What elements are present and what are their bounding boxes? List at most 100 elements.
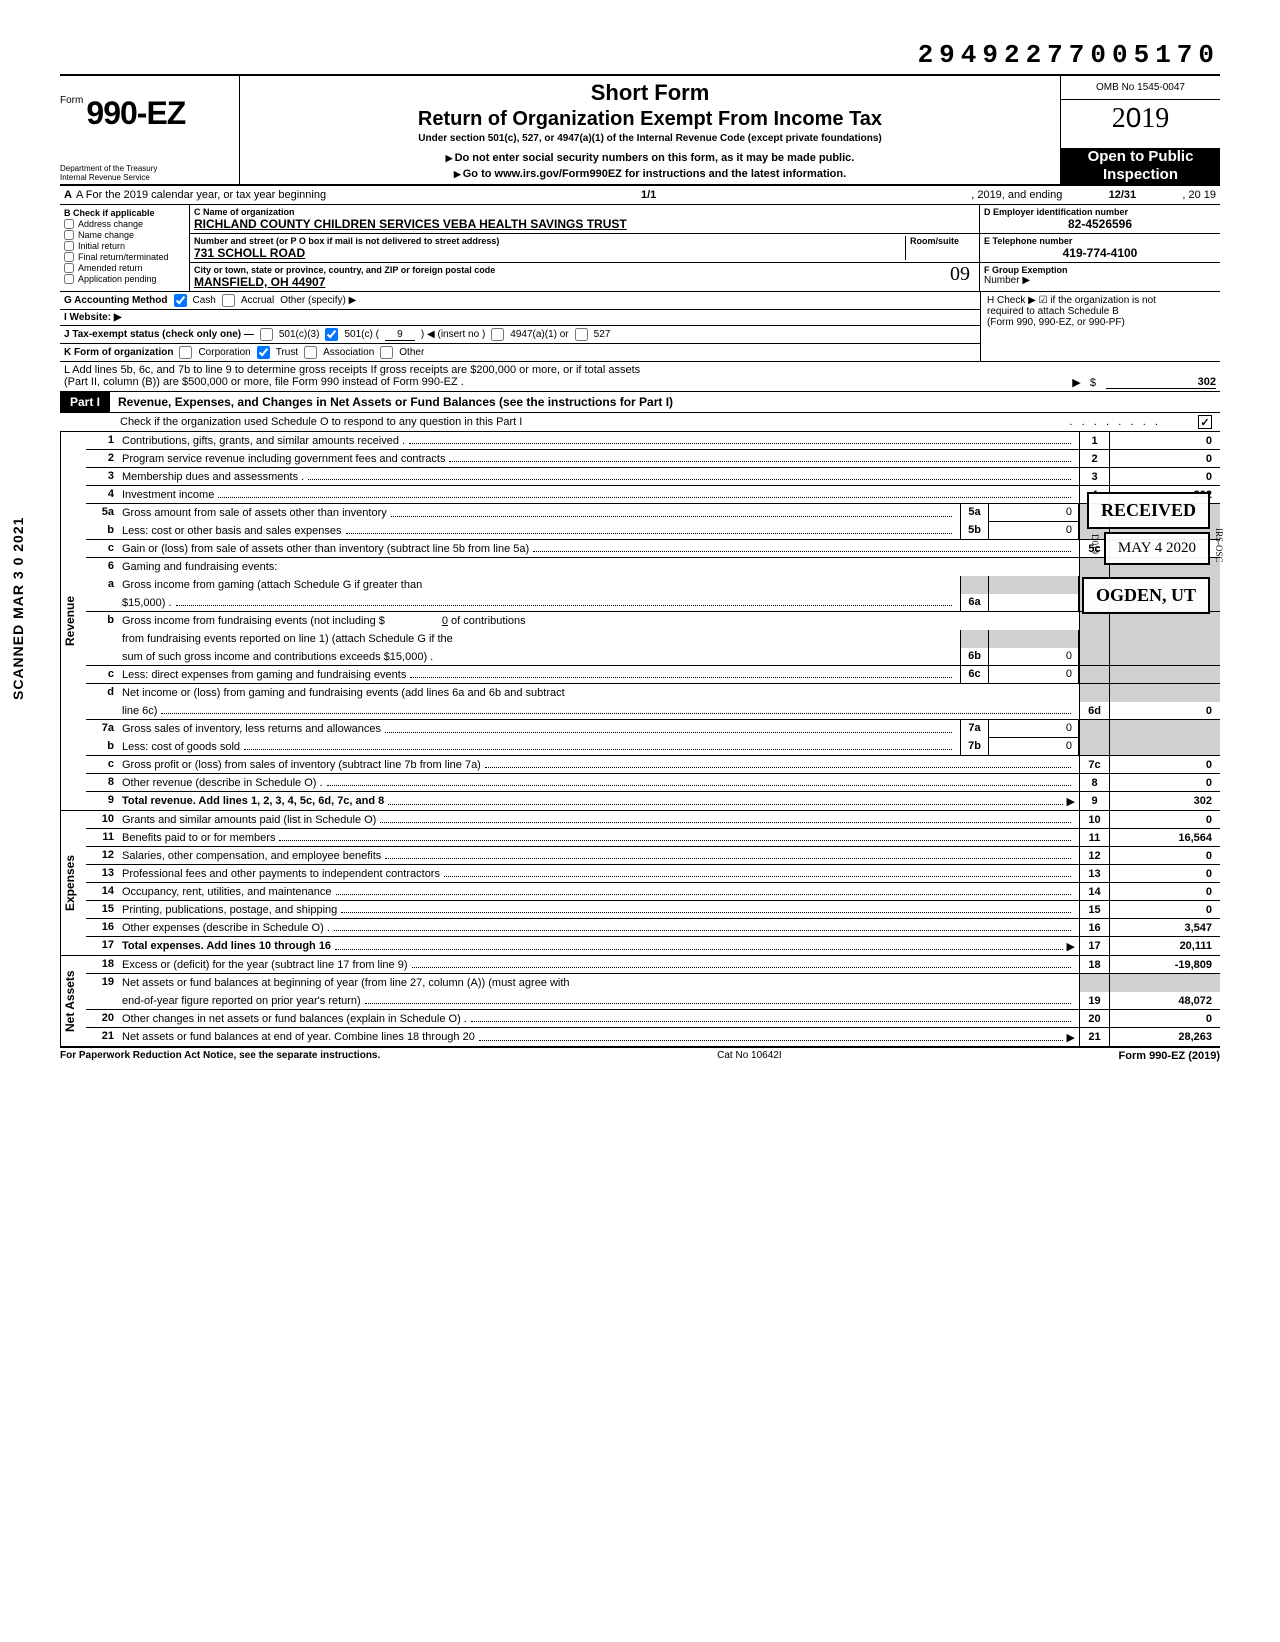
line-1: 1Contributions, gifts, grants, and simil…	[86, 432, 1220, 450]
line-21: 21Net assets or fund balances at end of …	[86, 1028, 1220, 1046]
revenue-section: Revenue 1Contributions, gifts, grants, a…	[60, 432, 1220, 811]
received-stamp: RECEIVED	[1087, 492, 1210, 529]
c-addr-cell: Number and street (or P O box if mail is…	[190, 234, 980, 262]
line-10: 10Grants and similar amounts paid (list …	[86, 811, 1220, 829]
expenses-label: Expenses	[60, 811, 86, 955]
j-insert-no: 9	[385, 329, 415, 341]
stamp-code1: D019	[1090, 534, 1100, 554]
line-2: 2Program service revenue including gover…	[86, 450, 1220, 468]
omb-cell: OMB No 1545-0047 20201919	[1060, 76, 1220, 148]
f-group-cell: F Group Exemption Number ▶	[980, 263, 1220, 291]
e-phone-cell: E Telephone number 419-774-4100	[980, 234, 1220, 262]
dept-cell: Department of the Treasury Internal Reve…	[60, 148, 240, 184]
title-sub: Under section 501(c), 527, or 4947(a)(1)…	[248, 133, 1052, 144]
line-6b-3: sum of such gross income and contributio…	[86, 648, 1220, 666]
d-ein-label: D Employer identification number	[984, 207, 1216, 217]
part1-header: Part I Revenue, Expenses, and Changes in…	[60, 391, 1220, 413]
dept-line1: Department of the Treasury	[60, 164, 235, 173]
line-12: 12Salaries, other compensation, and empl…	[86, 847, 1220, 865]
g-other: Other (specify) ▶	[280, 295, 356, 306]
f-number-label: Number ▶	[984, 275, 1216, 286]
line-a-mid: , 2019, and ending	[971, 189, 1062, 201]
line-i: I Website: ▶	[60, 310, 980, 326]
line-5b: bLess: cost or other basis and sales exp…	[86, 522, 1220, 540]
form-prefix: Form	[60, 95, 83, 106]
h-box: H Check ▶ ☑ if the organization is not r…	[980, 292, 1220, 361]
chk-cash[interactable]	[174, 294, 187, 307]
header-instructions: Do not enter social security numbers on …	[240, 148, 1060, 184]
chk-other-org[interactable]	[380, 346, 393, 359]
chk-corp[interactable]	[179, 346, 192, 359]
b-label: B Check if applicable	[64, 208, 185, 218]
org-address: 731 SCHOLL ROAD	[194, 246, 905, 260]
schedule-o-text: Check if the organization used Schedule …	[120, 416, 1065, 428]
omb-number: OMB No 1545-0047	[1061, 76, 1220, 100]
line-a: A A For the 2019 calendar year, or tax y…	[60, 186, 1220, 205]
line-6: 6Gaming and fundraising events:	[86, 558, 1220, 576]
line-16: 16Other expenses (describe in Schedule O…	[86, 919, 1220, 937]
line-6b-2: from fundraising events reported on line…	[86, 630, 1220, 648]
chk-final-return[interactable]: Final return/terminated	[64, 252, 185, 262]
title-cell: Short Form Return of Organization Exempt…	[240, 76, 1060, 148]
chk-assoc[interactable]	[304, 346, 317, 359]
form-number: 990-EZ	[86, 95, 185, 131]
chk-name-change[interactable]: Name change	[64, 230, 185, 240]
chk-4947[interactable]	[491, 328, 504, 341]
part1-tag: Part I	[60, 392, 110, 412]
stamp-code2: IRS-OSC	[1214, 528, 1224, 563]
goto-url: Go to www.irs.gov/Form990EZ for instruct…	[463, 168, 846, 180]
row-gh: G Accounting Method Cash Accrual Other (…	[60, 292, 1220, 362]
chk-pending[interactable]: Application pending	[64, 274, 185, 284]
line-6d-1: dNet income or (loss) from gaming and fu…	[86, 684, 1220, 702]
chk-accrual[interactable]	[222, 294, 235, 307]
line-13: 13Professional fees and other payments t…	[86, 865, 1220, 883]
line-15: 15Printing, publications, postage, and s…	[86, 901, 1220, 919]
line-6c: cLess: direct expenses from gaming and f…	[86, 666, 1220, 684]
open-line1: Open to Public	[1061, 148, 1220, 166]
line-l: L Add lines 5b, 6c, and 7b to line 9 to …	[60, 362, 1220, 391]
chk-527[interactable]	[575, 328, 588, 341]
chk-amended[interactable]: Amended return	[64, 263, 185, 273]
line-a-begin: 1/1	[326, 189, 971, 201]
line-k: K Form of organization Corporation Trust…	[60, 344, 980, 361]
c-city-cell: City or town, state or province, country…	[190, 263, 980, 291]
chk-501c3[interactable]	[260, 328, 273, 341]
c-addr-label: Number and street (or P O box if mail is…	[194, 236, 905, 246]
chk-501c[interactable]	[325, 328, 338, 341]
footer-right: Form 990-EZ (2019)	[1119, 1050, 1220, 1062]
form-header-2: Department of the Treasury Internal Reve…	[60, 148, 1220, 186]
ogden-stamp: OGDEN, UT	[1082, 577, 1210, 614]
line-6d-2: line 6c) 6d0	[86, 702, 1220, 720]
col-b: B Check if applicable Address change Nam…	[60, 205, 190, 291]
chk-address-change[interactable]: Address change	[64, 219, 185, 229]
chk-initial-return[interactable]: Initial return	[64, 241, 185, 251]
e-phone-label: E Telephone number	[984, 236, 1216, 246]
dept-line2: Internal Revenue Service	[60, 173, 235, 182]
line-5c: cGain or (loss) from sale of assets othe…	[86, 540, 1220, 558]
open-to-public-box: Open to Public Inspection	[1060, 148, 1220, 184]
k-label: K Form of organization	[64, 347, 173, 358]
col-cde: C Name of organization RICHLAND COUNTY C…	[190, 205, 1220, 291]
date-stamp: MAY 4 2020 D019 IRS-OSC	[1104, 532, 1210, 565]
i-label: I Website: ▶	[64, 312, 122, 323]
title-line1: Short Form	[248, 80, 1052, 106]
h-line1: H Check ▶ ☑ if the organization is not	[987, 295, 1214, 306]
page-footer: For Paperwork Reduction Act Notice, see …	[60, 1048, 1220, 1062]
line-g: G Accounting Method Cash Accrual Other (…	[60, 292, 980, 310]
phone-value: 419-774-4100	[984, 246, 1216, 260]
line-9: 9Total revenue. Add lines 1, 2, 3, 4, 5c…	[86, 792, 1220, 810]
h-line3: (Form 990, 990-EZ, or 990-PF)	[987, 317, 1214, 328]
line-11: 11Benefits paid to or for members1116,56…	[86, 829, 1220, 847]
line-a-end-month: 12/31	[1062, 189, 1182, 201]
c-city-label: City or town, state or province, country…	[194, 265, 975, 275]
schedule-o-checkbox[interactable]: ✓	[1198, 415, 1212, 429]
line-j: J Tax-exempt status (check only one) — 5…	[60, 326, 980, 344]
line-a-end-year: , 20 19	[1182, 189, 1216, 201]
chk-trust[interactable]	[257, 346, 270, 359]
line-3: 3Membership dues and assessments . 30	[86, 468, 1220, 486]
line-6b-1: bGross income from fundraising events (n…	[86, 612, 1220, 630]
line-4: 4Investment income 4302	[86, 486, 1220, 504]
l-line1: L Add lines 5b, 6c, and 7b to line 9 to …	[64, 364, 1216, 376]
line-17: 17Total expenses. Add lines 10 through 1…	[86, 937, 1220, 955]
line-a-label: A For the 2019 calendar year, or tax yea…	[76, 189, 326, 201]
